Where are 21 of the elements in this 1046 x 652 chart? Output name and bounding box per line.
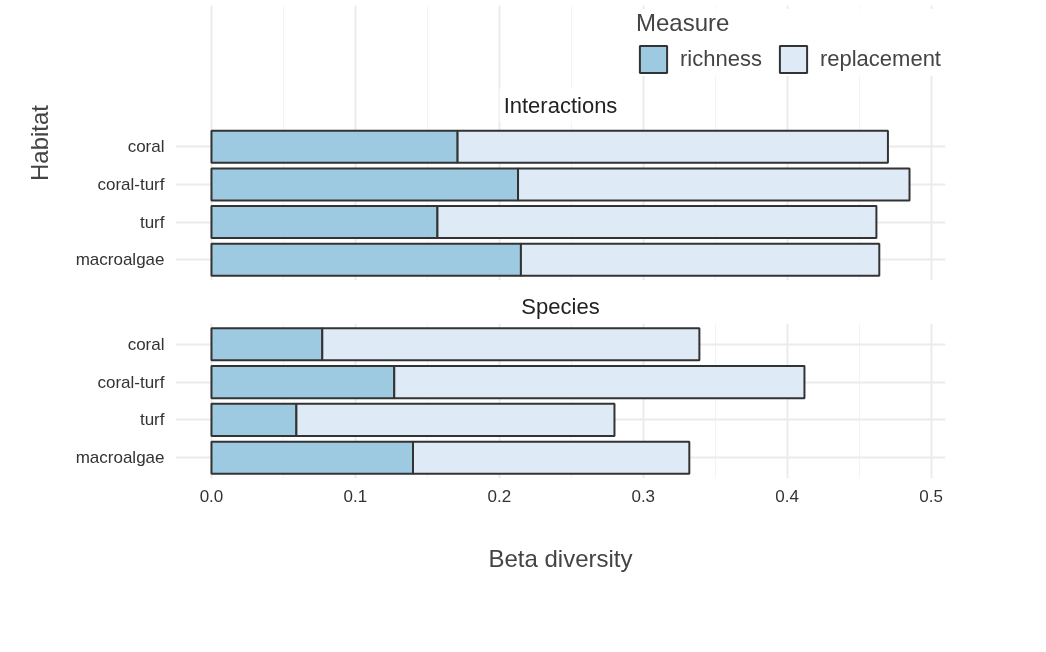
y-tick-label: coral-turf	[97, 372, 165, 392]
legend-label: richness	[680, 46, 762, 72]
chart-title: Species	[521, 293, 600, 319]
legend-title: Measure	[636, 9, 731, 37]
y-tick-label: turf	[139, 212, 165, 232]
y-tick-label: coral	[127, 334, 165, 354]
x-tick-label: 0.4	[775, 486, 800, 506]
x-tick-label: 0.0	[199, 486, 224, 506]
x-tick-label: 0.1	[343, 486, 368, 506]
y-axis-title: Habitat	[25, 104, 53, 182]
y-tick-label: coral-turf	[97, 174, 165, 194]
x-tick-label: 0.5	[919, 486, 943, 506]
x-tick-label: 0.3	[631, 486, 656, 506]
x-axis-title: Beta diversity	[488, 544, 633, 572]
y-tick-label: turf	[139, 410, 165, 430]
y-tick-label: macroalgae	[75, 250, 165, 270]
chart-title: Interactions	[503, 92, 618, 118]
y-tick-label: coral	[127, 137, 165, 157]
y-tick-label: macroalgae	[75, 448, 165, 468]
legend-label: replacement	[819, 46, 941, 72]
x-tick-label: 0.2	[487, 486, 512, 506]
